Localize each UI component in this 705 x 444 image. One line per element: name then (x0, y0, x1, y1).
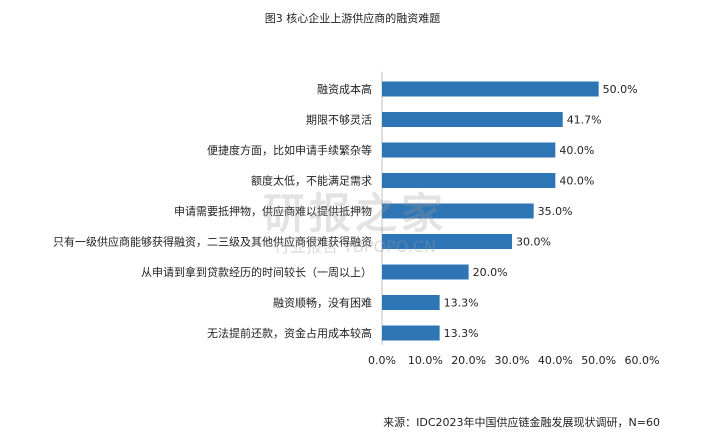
category-label: 融资成本高 (317, 82, 372, 96)
category-label: 融资顺畅，没有困难 (273, 296, 372, 310)
category-label: 申请需要抵押物，供应商难以提供抵押物 (174, 204, 372, 218)
bar-value-label: 50.0% (603, 83, 638, 96)
x-tick-label: 0.0% (368, 354, 396, 367)
category-label: 无法提前还款，资金占用成本较高 (207, 326, 372, 340)
x-tick-label: 20.0% (451, 354, 486, 367)
bar (382, 112, 563, 127)
x-tick-label: 30.0% (495, 354, 530, 367)
category-label: 期限不够灵活 (306, 114, 372, 127)
x-tick-label: 60.0% (625, 354, 660, 367)
bar-value-label: 13.3% (444, 327, 479, 340)
category-label: 便捷度方面，比如申请手续繁杂等 (207, 143, 372, 157)
x-tick-label: 50.0% (581, 354, 616, 367)
chart-source: 来源：IDC2023年中国供应链金融发展现状调研，N=60 (383, 416, 660, 429)
watermark-logo-text: 研报之家 (263, 189, 447, 238)
chart-title: 图3 核心企业上游供应商的融资难题 (264, 12, 441, 25)
category-label: 从申请到拿到贷款经历的时间较长（一周以上） (141, 265, 372, 279)
x-tick-label: 40.0% (538, 354, 573, 367)
bar (382, 264, 469, 280)
bar (382, 295, 440, 310)
bar-value-label: 20.0% (473, 266, 508, 279)
watermark-subtext: 行业报告 YBPOPO.CN (274, 237, 436, 256)
bar (382, 325, 440, 341)
x-tick-label: 10.0% (408, 354, 443, 367)
bar (382, 234, 512, 249)
bar (382, 203, 534, 219)
bar-value-label: 13.3% (444, 297, 479, 310)
bar-value-label: 30.0% (516, 236, 551, 249)
bar-value-label: 35.0% (538, 205, 573, 218)
bar (382, 81, 599, 97)
bar-value-label: 40.0% (559, 144, 594, 157)
bar (382, 173, 556, 188)
category-label: 只有一级供应商能够获得融资，二三级及其他供应商很难获得融资 (53, 235, 372, 249)
bar-value-label: 40.0% (559, 175, 594, 188)
category-label: 额度太低，不能满足需求 (251, 174, 372, 188)
bar (382, 142, 556, 158)
bar-value-label: 41.7% (567, 114, 602, 127)
